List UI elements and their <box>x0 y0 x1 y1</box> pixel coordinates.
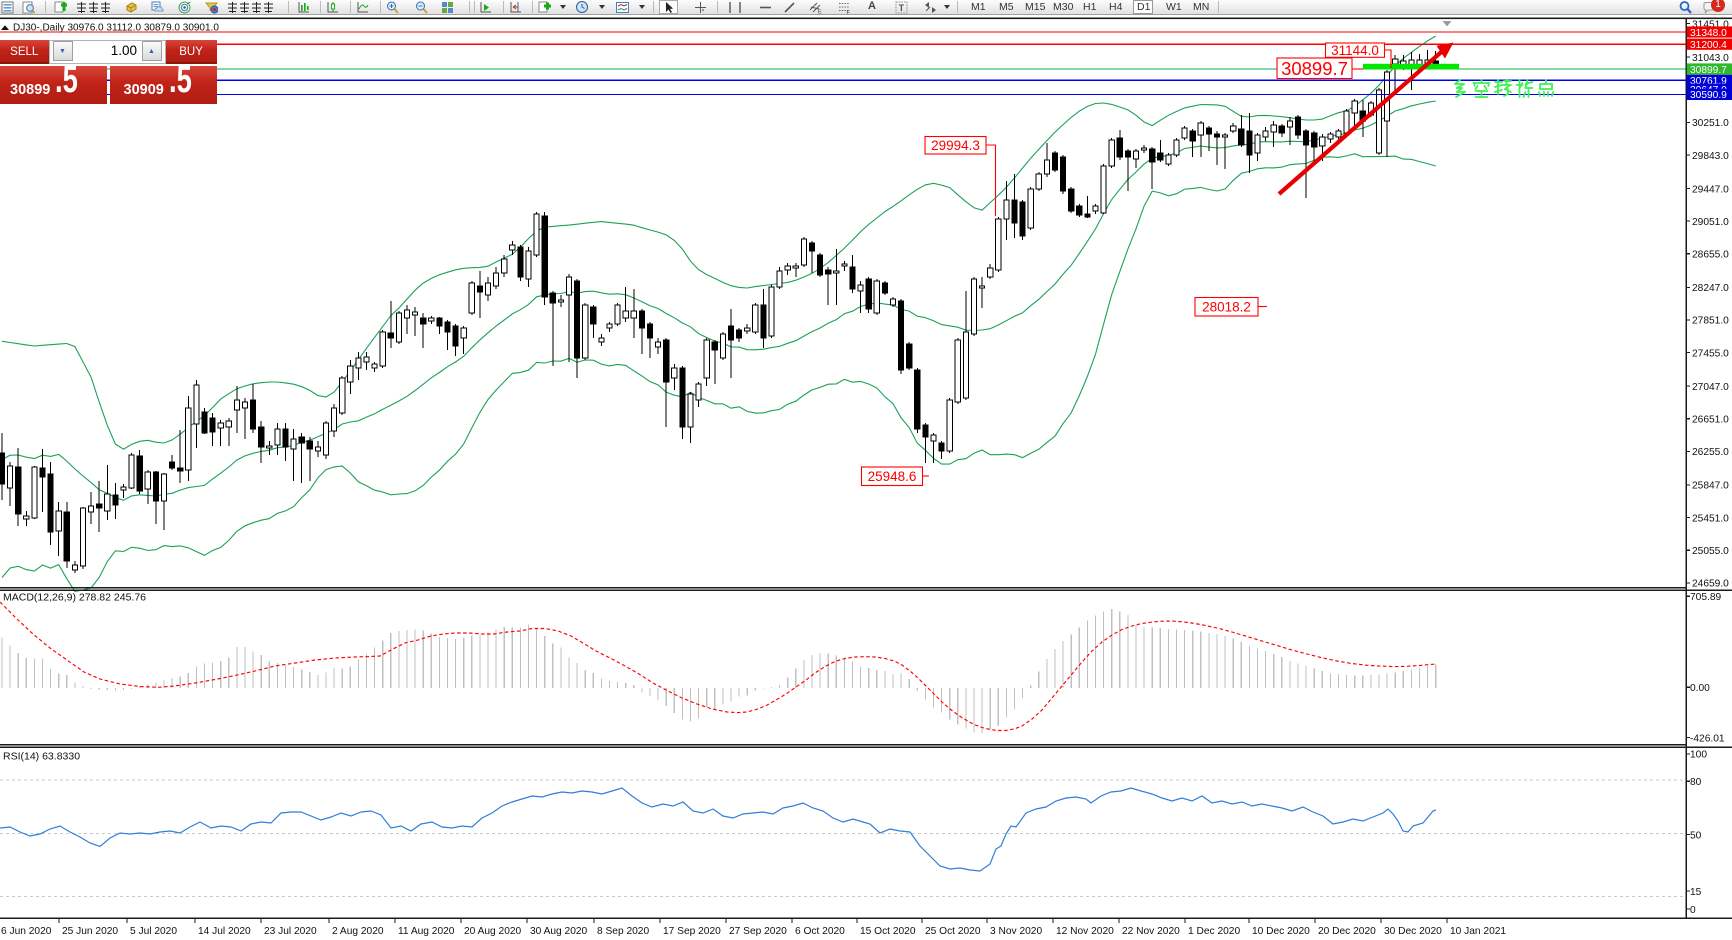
svg-text:29447.0: 29447.0 <box>1692 184 1729 195</box>
svg-text:31200.4: 31200.4 <box>1690 40 1727 51</box>
svg-text:29994.3: 29994.3 <box>931 138 980 153</box>
svg-text:11 Aug 2020: 11 Aug 2020 <box>398 926 455 937</box>
svg-text:12 Nov 2020: 12 Nov 2020 <box>1056 926 1114 937</box>
svg-text:25 Jun 2020: 25 Jun 2020 <box>62 926 118 937</box>
svg-text:28655.0: 28655.0 <box>1692 250 1729 261</box>
svg-text:25 Oct 2020: 25 Oct 2020 <box>925 926 981 937</box>
svg-text:28018.2: 28018.2 <box>1202 300 1251 315</box>
svg-text:30 Aug 2020: 30 Aug 2020 <box>530 926 588 937</box>
svg-text:31451.0: 31451.0 <box>1692 19 1729 30</box>
svg-text:6 Oct 2020: 6 Oct 2020 <box>795 926 845 937</box>
svg-text:100: 100 <box>1690 750 1707 761</box>
svg-text:15: 15 <box>1690 887 1702 898</box>
svg-text:DJ30-,Daily 30976.0 31112.0 3: DJ30-,Daily 30976.0 31112.0 30879.0 3090… <box>13 23 219 34</box>
svg-text:27 Sep 2020: 27 Sep 2020 <box>729 926 787 937</box>
svg-text:24659.0: 24659.0 <box>1692 579 1729 590</box>
svg-text:T: T <box>899 3 905 13</box>
svg-text:F: F <box>847 10 851 14</box>
svg-text:25055.0: 25055.0 <box>1692 546 1729 557</box>
svg-text:25847.0: 25847.0 <box>1692 481 1729 492</box>
svg-text:0: 0 <box>1690 905 1696 916</box>
svg-text:27047.0: 27047.0 <box>1692 382 1729 393</box>
svg-text:705.89: 705.89 <box>1690 592 1721 603</box>
svg-text:6 Jun 2020: 6 Jun 2020 <box>1 926 52 937</box>
svg-text:5 Jul 2020: 5 Jul 2020 <box>130 926 177 937</box>
svg-text:15 Oct 2020: 15 Oct 2020 <box>860 926 916 937</box>
svg-text:26651.0: 26651.0 <box>1692 415 1729 426</box>
svg-text:20 Aug 2020: 20 Aug 2020 <box>464 926 522 937</box>
svg-text:10 Dec 2020: 10 Dec 2020 <box>1252 926 1310 937</box>
svg-text:30899.7: 30899.7 <box>1281 58 1348 79</box>
svg-text:26255.0: 26255.0 <box>1692 447 1729 458</box>
svg-text:30899.7: 30899.7 <box>1690 65 1727 76</box>
svg-text:50: 50 <box>1690 830 1702 841</box>
svg-text:80: 80 <box>1690 777 1702 788</box>
svg-text:3 Nov 2020: 3 Nov 2020 <box>990 926 1042 937</box>
svg-text:30761.9: 30761.9 <box>1690 76 1727 87</box>
svg-text:31043.0: 31043.0 <box>1692 53 1729 64</box>
svg-text:MACD(12,26,9) 278.82 245.76: MACD(12,26,9) 278.82 245.76 <box>3 592 146 604</box>
svg-text:30 Dec 2020: 30 Dec 2020 <box>1384 926 1442 937</box>
svg-text:8 Sep 2020: 8 Sep 2020 <box>597 926 649 937</box>
svg-text:28247.0: 28247.0 <box>1692 283 1729 294</box>
svg-text:20 Dec 2020: 20 Dec 2020 <box>1318 926 1376 937</box>
svg-text:1 Dec 2020: 1 Dec 2020 <box>1188 926 1240 937</box>
svg-text:27455.0: 27455.0 <box>1692 348 1729 359</box>
svg-text:30590.9: 30590.9 <box>1690 90 1727 101</box>
svg-text:25451.0: 25451.0 <box>1692 513 1729 524</box>
svg-text:0.00: 0.00 <box>1690 683 1710 694</box>
svg-text:30251.0: 30251.0 <box>1692 118 1729 129</box>
svg-text:29843.0: 29843.0 <box>1692 151 1729 162</box>
svg-text:22 Nov 2020: 22 Nov 2020 <box>1122 926 1180 937</box>
svg-text:17 Sep 2020: 17 Sep 2020 <box>663 926 721 937</box>
svg-text:2 Aug 2020: 2 Aug 2020 <box>332 926 384 937</box>
svg-text:23 Jul 2020: 23 Jul 2020 <box>264 926 317 937</box>
svg-text:10 Jan 2021: 10 Jan 2021 <box>1450 926 1506 937</box>
svg-text:RSI(14) 63.8330: RSI(14) 63.8330 <box>3 751 80 763</box>
svg-text:27851.0: 27851.0 <box>1692 316 1729 327</box>
svg-text:E: E <box>818 10 822 15</box>
svg-text:31348.0: 31348.0 <box>1690 28 1727 39</box>
svg-text:29051.0: 29051.0 <box>1692 217 1729 228</box>
svg-text:25948.6: 25948.6 <box>868 469 917 484</box>
svg-text:31144.0: 31144.0 <box>1331 43 1379 58</box>
svg-text:14 Jul 2020: 14 Jul 2020 <box>198 926 251 937</box>
svg-text:-426.01: -426.01 <box>1690 733 1725 744</box>
